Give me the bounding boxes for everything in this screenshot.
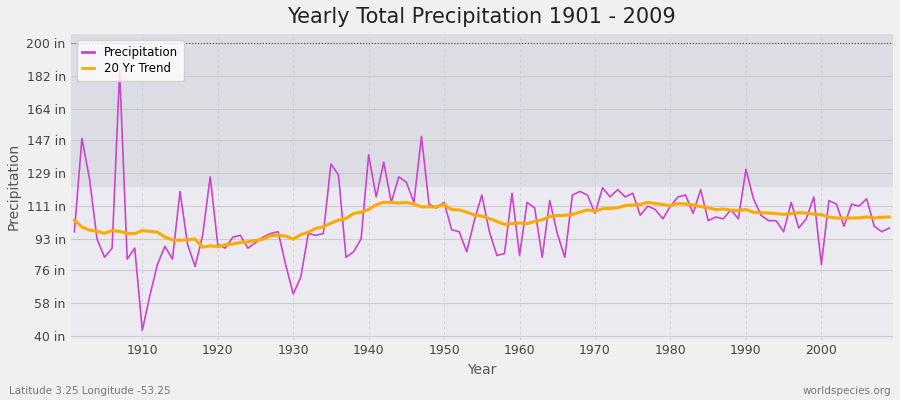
Text: Latitude 3.25 Longitude -53.25: Latitude 3.25 Longitude -53.25 [9, 386, 171, 396]
Precipitation [620, 194, 631, 199]
Title: Yearly Total Precipitation 1901 - 2009: Yearly Total Precipitation 1901 - 2009 [287, 7, 676, 27]
Text: worldspecies.org: worldspecies.org [803, 386, 891, 396]
Precipitation [522, 200, 533, 205]
Line: 20 Yr Trend: 20 Yr Trend [75, 202, 889, 247]
20 Yr Trend [197, 245, 208, 250]
20 Yr Trend [884, 215, 895, 220]
20 Yr Trend [130, 231, 140, 236]
Bar [70, 187, 893, 340]
Precipitation [529, 206, 540, 210]
20 Yr Trend [522, 221, 533, 226]
Precipitation [884, 226, 895, 230]
Precipitation [69, 229, 80, 234]
Precipitation [144, 293, 155, 298]
Precipitation [356, 236, 366, 241]
Legend: Precipitation, 20 Yr Trend: Precipitation, 20 Yr Trend [76, 40, 184, 81]
Y-axis label: Precipitation: Precipitation [7, 143, 21, 230]
Line: Precipitation: Precipitation [75, 71, 889, 330]
20 Yr Trend [529, 219, 540, 224]
X-axis label: Year: Year [467, 363, 497, 377]
20 Yr Trend [620, 203, 631, 208]
Precipitation [310, 233, 321, 238]
Precipitation [137, 328, 148, 333]
20 Yr Trend [386, 200, 397, 205]
20 Yr Trend [303, 230, 314, 234]
Precipitation [114, 68, 125, 73]
20 Yr Trend [69, 218, 80, 222]
20 Yr Trend [348, 211, 359, 216]
Bar [70, 34, 893, 187]
